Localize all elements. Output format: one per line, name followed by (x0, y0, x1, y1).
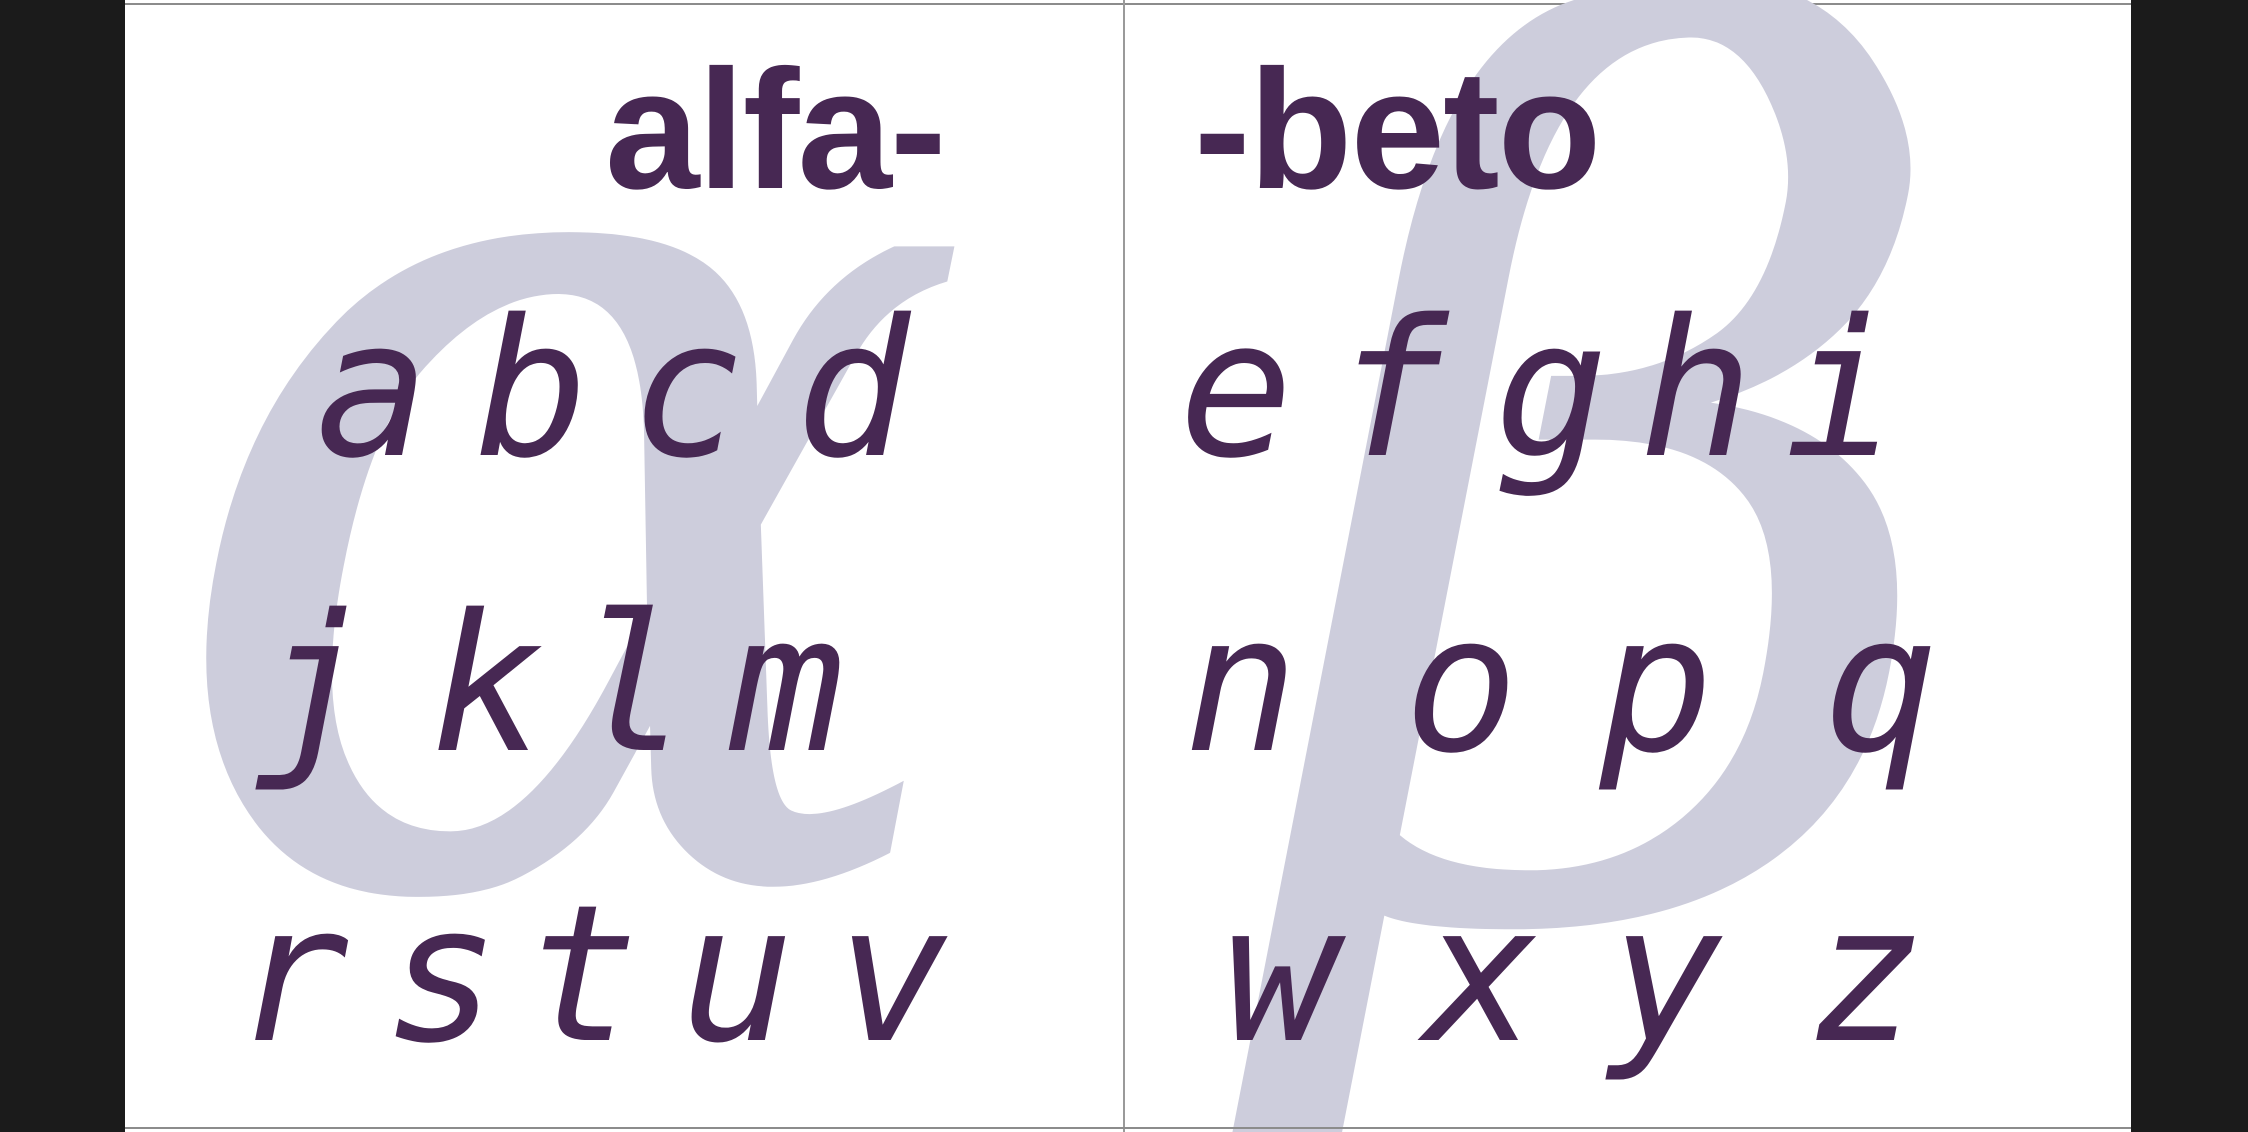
specimen-glyph: v (835, 864, 950, 1085)
specimen-glyph: x (1424, 864, 1539, 1085)
background-beta-glyph: β (1264, 0, 1970, 1132)
specimen-glyph: m (730, 574, 845, 795)
background-alpha-glyph: α (155, 0, 979, 1132)
specimen-glyph: d (795, 279, 910, 500)
specimen-glyph: g (1494, 279, 1609, 500)
specimen-glyph: t (525, 864, 640, 1085)
specimen-glyph: l (575, 574, 690, 795)
specimen-glyph: z (1809, 864, 1924, 1085)
specimen-glyph: q (1824, 574, 1939, 795)
specimen-glyph: j (255, 574, 370, 795)
specimen-glyph: p (1599, 574, 1714, 795)
specimen-glyph: y (1609, 864, 1724, 1085)
specimen-glyph: f (1334, 279, 1449, 500)
specimen-glyph: s (385, 864, 500, 1085)
specimen-glyph: r (235, 864, 350, 1085)
specimen-glyph: i (1784, 279, 1899, 500)
specimen-glyph: u (680, 864, 795, 1085)
specimen-glyph: c (630, 279, 745, 500)
page-fold-line (1123, 0, 1125, 1132)
bottom-edge-line (125, 1127, 2131, 1129)
specimen-glyph: a (315, 279, 430, 500)
specimen-glyph: n (1184, 574, 1299, 795)
specimen-glyph: h (1639, 279, 1754, 500)
left-page-title: alfa- (605, 35, 947, 225)
specimen-glyph: e (1179, 279, 1294, 500)
specimen-glyph: w (1224, 864, 1339, 1085)
specimen-glyph: k (430, 574, 545, 795)
specimen-glyph: b (475, 279, 590, 500)
top-edge-line (125, 3, 2131, 5)
right-page-title: -beto (1194, 35, 1601, 225)
specimen-glyph: o (1404, 574, 1519, 795)
